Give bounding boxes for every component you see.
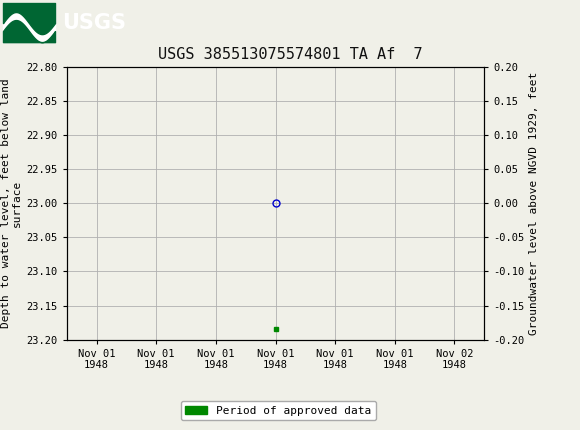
- Legend: Period of approved data: Period of approved data: [181, 401, 376, 420]
- Y-axis label: Depth to water level, feet below land
surface: Depth to water level, feet below land su…: [1, 78, 22, 328]
- Text: USGS: USGS: [62, 13, 126, 33]
- Text: USGS 385513075574801 TA Af  7: USGS 385513075574801 TA Af 7: [158, 47, 422, 62]
- FancyBboxPatch shape: [3, 3, 55, 42]
- Y-axis label: Groundwater level above NGVD 1929, feet: Groundwater level above NGVD 1929, feet: [529, 71, 539, 335]
